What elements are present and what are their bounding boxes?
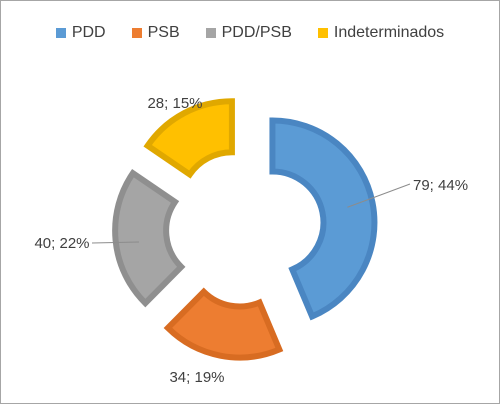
leader-line-pdd-psb [91,241,139,244]
legend-label-psb: PSB [147,24,180,41]
legend-label-pdd-psb: PDD/PSB [221,24,292,41]
slice-pdd [269,117,378,321]
legend-label-indeterminados: Indeterminados [333,24,445,41]
data-label-indeterminados: 28; 15% [147,95,202,112]
data-label-pdd: 79; 44% [413,177,468,194]
chart-legend: PDD PSB PDD/PSB Indeterminados [0,24,500,42]
legend-item-indeterminados: Indeterminados [317,24,445,42]
slice-indeterminados [143,98,235,179]
legend-swatch-pdd [55,28,66,38]
legend-swatch-psb [131,28,142,38]
legend-item-psb: PSB [131,24,180,42]
slice-pdd-psb [112,169,186,308]
leader-line-pdd [347,183,411,208]
slice-psb [163,287,284,361]
legend-item-pdd-psb: PDD/PSB [205,24,292,42]
legend-item-pdd: PDD [55,24,106,42]
legend-label-pdd: PDD [71,24,106,41]
legend-swatch-pdd-psb [205,28,216,38]
legend-swatch-indeterminados [317,28,328,38]
data-label-pdd-psb: 40; 22% [34,235,89,252]
data-label-psb: 34; 19% [169,369,224,386]
